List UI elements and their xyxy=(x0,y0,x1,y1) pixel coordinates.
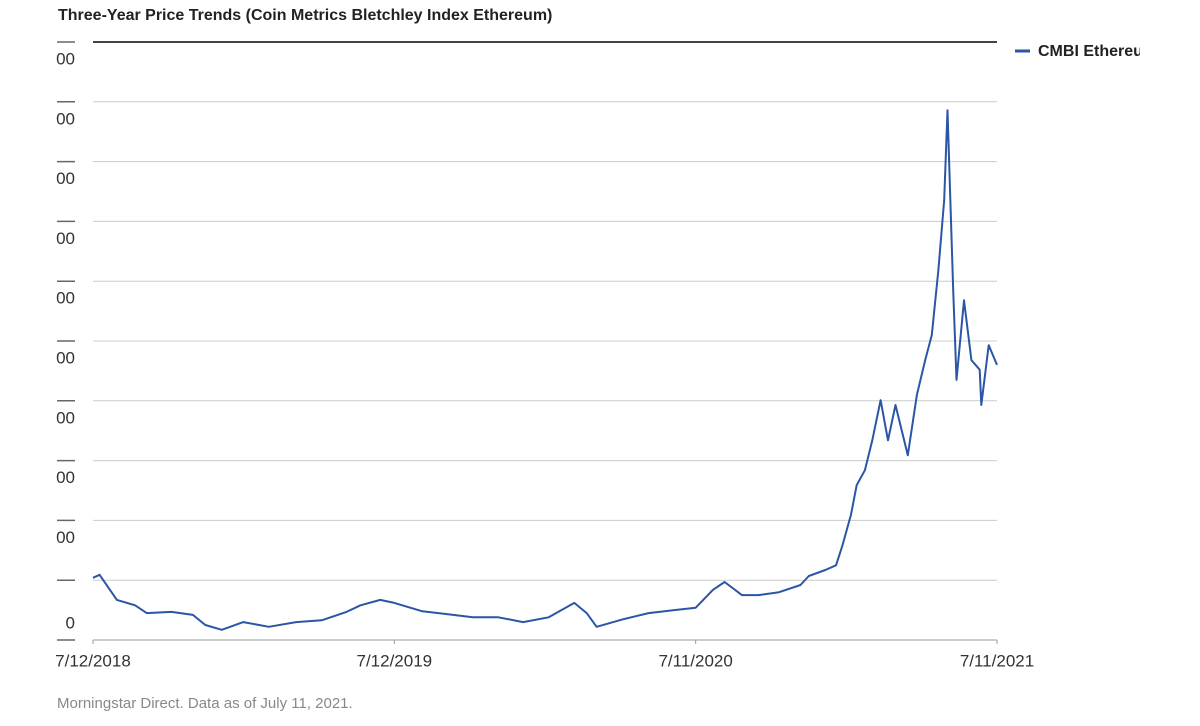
x-tick-label: 7/12/2018 xyxy=(55,651,131,670)
x-tick-label: 7/12/2019 xyxy=(357,651,433,670)
y-tick-label: 00 xyxy=(56,528,75,547)
y-tick-label: 00 xyxy=(56,468,75,487)
legend: CMBI Ethereum TR USD xyxy=(1015,43,1200,60)
x-tick-label: 7/11/2021 xyxy=(960,651,1034,670)
y-tick-label: 00 xyxy=(56,109,75,128)
y-tick-label: 00 xyxy=(56,348,75,367)
y-tick-label: 00 xyxy=(56,408,75,427)
y-tick-label: 00 xyxy=(56,169,75,188)
y-tick-label: 0 xyxy=(66,613,75,632)
x-tick-label: 7/11/2020 xyxy=(658,651,732,670)
chart-title: Three-Year Price Trends (Coin Metrics Bl… xyxy=(58,7,552,24)
y-tick-label: 00 xyxy=(56,49,75,68)
source-note: Morningstar Direct. Data as of July 11, … xyxy=(57,695,353,712)
data-line xyxy=(92,109,998,631)
y-tick-label: 00 xyxy=(56,289,75,308)
y-tick-label: 00 xyxy=(56,229,75,248)
legend-label: CMBI Ethereum TR USD xyxy=(1038,43,1200,60)
